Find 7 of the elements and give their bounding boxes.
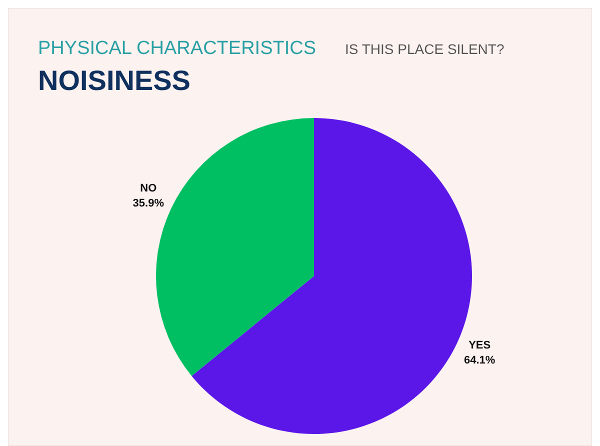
slice-label: NO <box>140 182 158 194</box>
chart-title: NOISINESS <box>38 65 190 96</box>
data-label: 35.9% <box>132 197 164 210</box>
slice-label: YES <box>468 340 491 352</box>
data-label: 64.1% <box>464 354 496 367</box>
text: IS THIS PLACE SILENT? <box>345 41 504 57</box>
chart-subtitle: PHYSICAL CHARACTERISTICS <box>38 38 316 59</box>
